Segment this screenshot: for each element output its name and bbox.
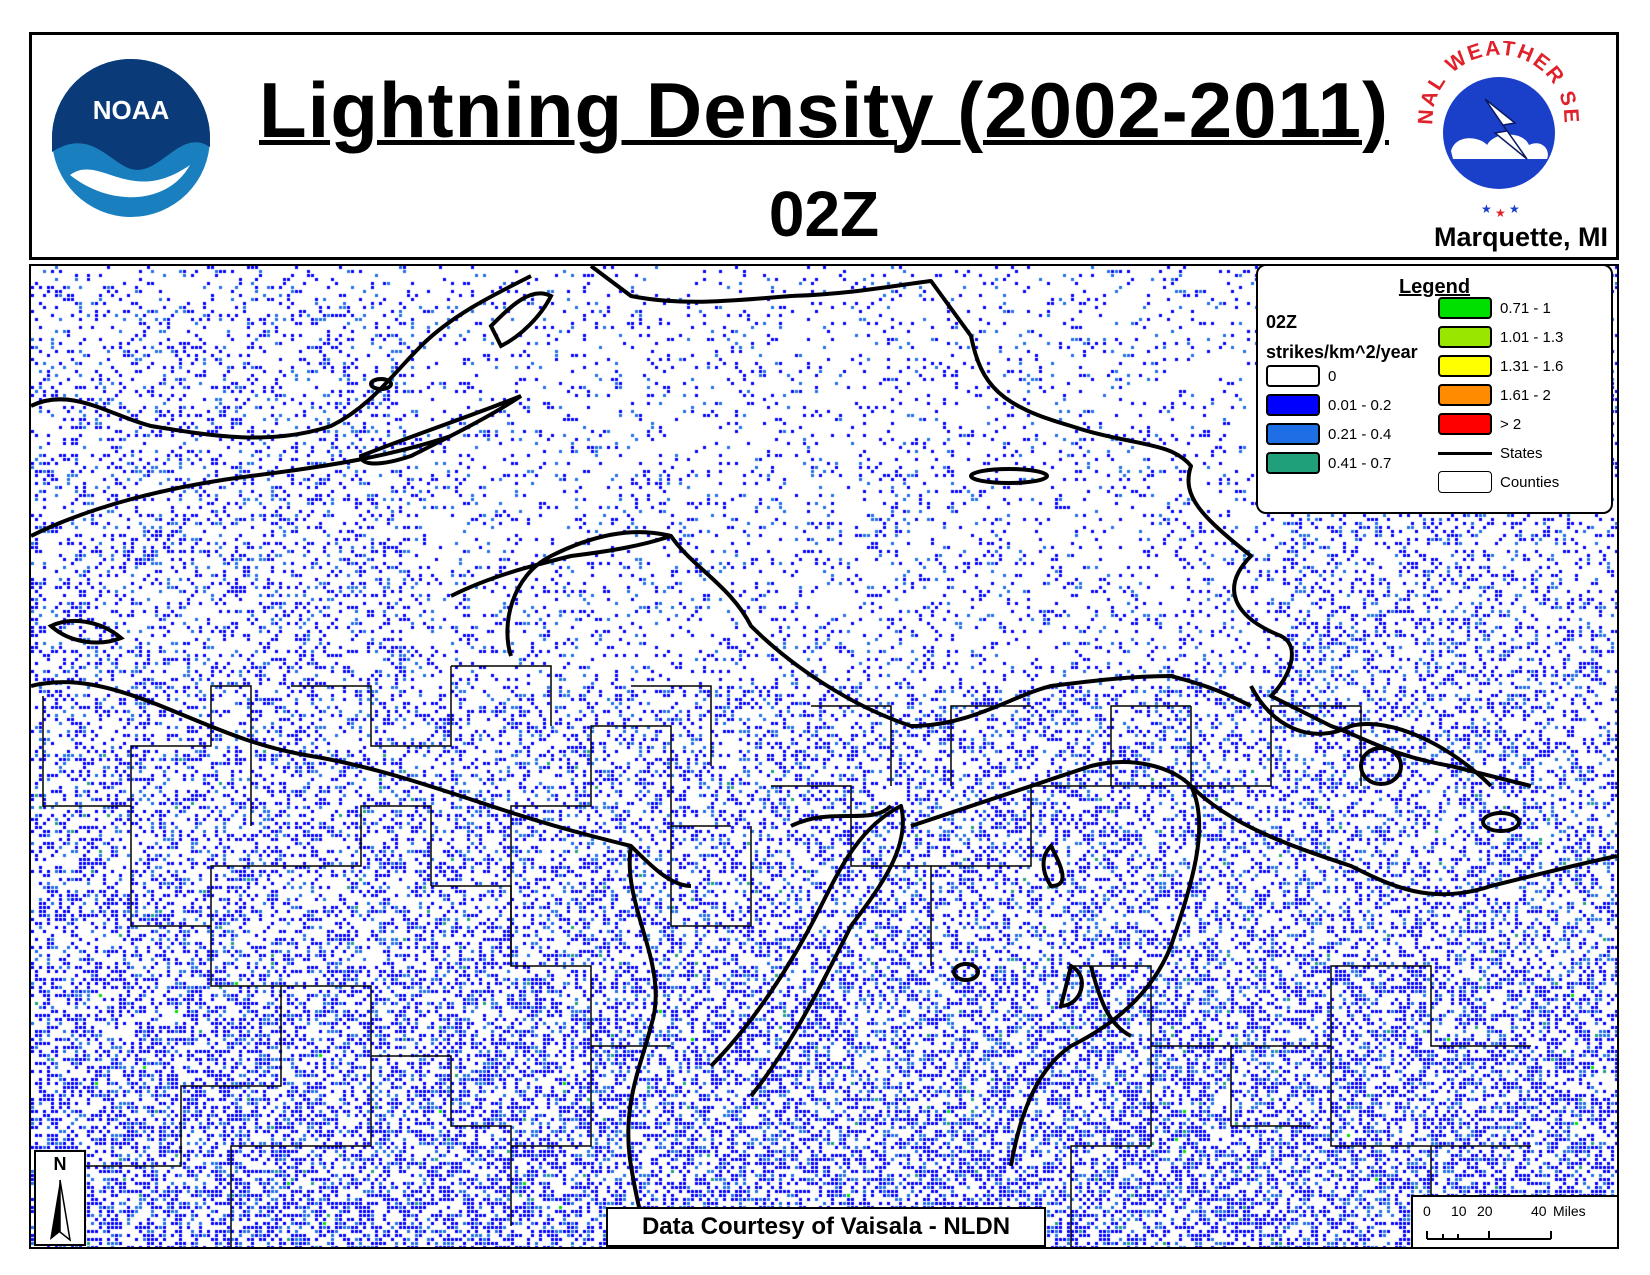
legend-class-label: 0.21 - 0.4 [1328,425,1392,443]
scale-tick-20: 20 [1477,1203,1493,1219]
legend-class-6: 1.31 - 1.6 [1438,354,1563,378]
legend-class-label: > 2 [1500,415,1522,433]
legend-class-7: 1.61 - 2 [1438,383,1551,407]
legend-class-2: 0.21 - 0.4 [1266,422,1391,446]
legend-class-4: 0.71 - 1 [1438,296,1551,320]
scale-unit: Miles [1553,1203,1586,1219]
scale-ruler [1426,1231,1552,1240]
islands [47,291,1521,1009]
data-credit: Data Courtesy of Vaisala - NLDN [606,1207,1046,1247]
nws-logo-icon: NATIONAL WEATHER SERVICE ★ ★ ★ [1411,41,1583,220]
svg-text:NOAA: NOAA [93,95,170,125]
legend-class-label: 0.01 - 0.2 [1328,396,1392,414]
legend-class-label: 1.61 - 2 [1500,386,1551,404]
legend-swatch [1266,452,1320,474]
scale-tick-10: 10 [1451,1203,1467,1219]
map-header: NOAA Lightning Density (2002-2011) 02Z N… [29,32,1619,260]
legend-swatch [1438,384,1492,406]
county-boundaries [42,665,1531,1247]
scale-tick-40: 40 [1531,1203,1547,1219]
legend-swatch [1438,355,1492,377]
legend-class-label: 1.01 - 1.3 [1500,328,1564,346]
boundary-lines [31,266,1617,1247]
legend-class-1: 0.01 - 0.2 [1266,393,1391,417]
north-arrow: N [34,1150,86,1246]
state-shorelines [31,266,1617,1247]
office-label: Marquette, MI [1433,222,1608,252]
legend-swatch [1438,297,1492,319]
legend-swatch [1266,365,1320,387]
legend-class-5: 1.01 - 1.3 [1438,325,1563,349]
legend-hour: 02Z [1266,312,1298,332]
legend-swatch [1438,326,1492,348]
scale-tick-0: 0 [1423,1203,1431,1219]
legend-line-label: Counties [1500,473,1560,491]
noaa-logo-icon: NOAA [52,59,210,217]
legend-swatch [1266,394,1320,416]
legend-counties: Counties [1438,470,1559,494]
legend-class-label: 0 [1328,367,1337,385]
map-title: Lightning Density (2002-2011) [259,66,1389,154]
legend-class-3: 0.41 - 0.7 [1266,451,1391,475]
map-subtitle: 02Z [768,178,880,250]
legend-title: Legend [1398,276,1471,298]
states-symbol [1438,451,1492,455]
map-legend: Legend 02Z strikes/km^2/year 0 0.01 - 0.2… [1256,264,1613,514]
legend-unit: strikes/km^2/year [1266,342,1418,362]
legend-class-0: 0 [1266,364,1336,388]
svg-text:★: ★ [1509,202,1520,216]
svg-text:★: ★ [1481,202,1492,216]
legend-line-label: States [1500,444,1543,462]
legend-class-label: 1.31 - 1.6 [1500,357,1564,375]
counties-symbol [1438,471,1492,493]
scale-bar: 0 10 20 40 Miles [1411,1195,1619,1249]
north-label: N [53,1154,67,1174]
legend-states: States [1438,441,1543,465]
north-arrow-icon [50,1179,72,1242]
legend-swatch [1266,423,1320,445]
svg-text:★: ★ [1495,206,1506,220]
legend-class-8: > 2 [1438,412,1521,436]
legend-class-label: 0.71 - 1 [1500,299,1551,317]
legend-class-label: 0.41 - 0.7 [1328,454,1392,472]
legend-swatch [1438,413,1492,435]
